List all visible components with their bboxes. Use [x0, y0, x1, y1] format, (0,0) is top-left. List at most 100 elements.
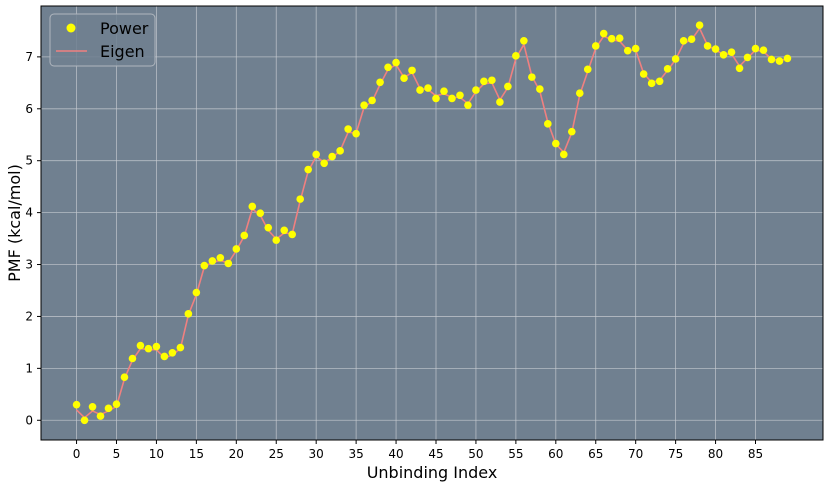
x-tick-label: 40 — [388, 447, 403, 461]
plot-frame — [40, 5, 824, 441]
power-point — [304, 165, 312, 174]
power-point — [480, 77, 488, 86]
power-point — [703, 42, 712, 50]
power-point — [448, 94, 456, 103]
power-point — [136, 341, 145, 350]
x-tick-label: 5 — [113, 447, 121, 461]
power-point — [248, 202, 257, 211]
y-tick-label: 7 — [25, 50, 33, 64]
power-point — [432, 94, 440, 103]
power-point — [88, 402, 97, 411]
legend-power-label: Power — [100, 19, 149, 38]
power-series — [72, 21, 792, 425]
y-tick-label: 5 — [25, 154, 33, 168]
y-tick-label: 2 — [25, 309, 33, 323]
power-point — [735, 64, 744, 73]
power-point — [488, 76, 496, 85]
power-point — [288, 230, 297, 239]
power-point — [615, 34, 624, 42]
power-point — [232, 245, 241, 253]
power-point — [80, 416, 89, 425]
power-point — [775, 57, 784, 65]
x-tick-label: 35 — [348, 447, 363, 461]
legend: Power Eigen — [49, 13, 156, 67]
plot-area — [41, 6, 823, 440]
power-point — [687, 35, 696, 44]
x-tick-label: 65 — [588, 447, 603, 461]
power-point — [376, 78, 384, 87]
power-point — [464, 101, 472, 109]
power-point — [128, 354, 137, 363]
x-tick-label: 15 — [189, 447, 204, 461]
y-axis-label: PMF (kcal/mol) — [5, 164, 24, 282]
power-point — [336, 147, 344, 155]
power-point — [623, 46, 632, 55]
power-point — [296, 195, 305, 203]
power-point — [647, 79, 656, 88]
power-point — [472, 86, 480, 94]
power-point — [400, 74, 408, 82]
power-point — [160, 352, 169, 361]
y-tick-label: 3 — [25, 258, 33, 272]
x-tick-label: 70 — [628, 447, 643, 461]
x-tick-label: 20 — [229, 447, 244, 461]
power-point — [120, 373, 129, 381]
power-point — [607, 34, 616, 43]
power-point — [767, 55, 776, 64]
power-point — [671, 55, 680, 63]
x-tick-label: 30 — [309, 447, 324, 461]
power-point — [416, 86, 424, 94]
power-point — [631, 44, 640, 53]
power-point — [360, 101, 368, 109]
power-point — [312, 150, 320, 159]
power-point — [751, 44, 760, 53]
y-tick-label: 0 — [25, 413, 33, 427]
x-axis-label: Unbinding Index — [367, 463, 498, 482]
power-point — [408, 66, 416, 75]
x-axis-ticks: 0 5 10 15 20 25 30 35 40 45 50 55 60 65 70 75 80 85 — [73, 440, 763, 461]
power-point — [384, 63, 392, 72]
x-tick-label: 25 — [269, 447, 284, 461]
power-point — [96, 412, 105, 420]
x-tick-label: 75 — [668, 447, 683, 461]
y-axis-ticks: 0 1 2 3 4 5 6 7 — [25, 50, 41, 427]
power-point — [368, 96, 376, 105]
power-point — [392, 58, 400, 67]
power-point — [216, 253, 225, 262]
power-point — [144, 344, 153, 353]
legend-eigen-label: Eigen — [100, 42, 145, 61]
power-point — [679, 36, 688, 45]
x-tick-label: 10 — [149, 447, 164, 461]
x-tick-label: 50 — [468, 447, 483, 461]
power-point — [512, 52, 520, 60]
power-point — [743, 53, 752, 62]
power-point — [639, 70, 648, 78]
power-point — [528, 73, 536, 81]
power-point — [280, 226, 289, 235]
power-point — [711, 45, 720, 53]
power-point — [695, 21, 704, 30]
power-point — [759, 46, 768, 54]
power-point — [344, 125, 352, 133]
power-point — [272, 236, 281, 244]
x-tick-label: 85 — [748, 447, 763, 461]
power-point — [328, 152, 336, 161]
power-point — [264, 223, 273, 232]
power-point — [504, 82, 512, 91]
x-tick-label: 55 — [508, 447, 523, 461]
power-point — [192, 288, 201, 297]
power-point — [240, 231, 249, 240]
power-point — [496, 98, 504, 106]
power-point — [567, 127, 576, 136]
power-point — [72, 400, 81, 409]
power-point — [200, 261, 209, 270]
power-point — [599, 29, 608, 38]
power-point — [440, 87, 448, 95]
power-point — [256, 209, 265, 217]
x-tick-label: 0 — [73, 447, 81, 461]
x-tick-label: 80 — [708, 447, 723, 461]
power-point — [783, 54, 792, 63]
power-point — [575, 89, 584, 98]
grid — [41, 6, 823, 440]
